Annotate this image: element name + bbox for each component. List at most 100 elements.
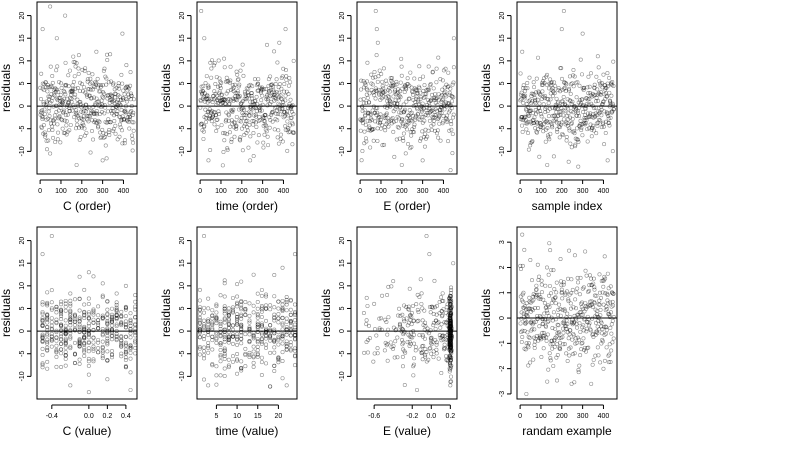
data-point <box>436 356 441 361</box>
data-point <box>229 118 234 123</box>
data-point <box>249 110 254 115</box>
data-point <box>375 40 380 45</box>
data-point <box>102 66 107 71</box>
data-point <box>595 324 600 329</box>
data-point <box>201 136 206 141</box>
data-point <box>440 299 445 304</box>
data-point <box>446 110 451 115</box>
data-point <box>45 328 50 333</box>
data-point <box>222 307 227 312</box>
data-point <box>86 356 91 361</box>
data-point <box>572 351 577 356</box>
data-point <box>288 97 293 102</box>
data-point <box>404 87 409 92</box>
data-point <box>259 360 264 365</box>
data-point <box>593 353 598 358</box>
data-point <box>49 98 54 103</box>
data-point <box>208 148 213 153</box>
data-point <box>406 142 411 147</box>
data-point <box>123 334 128 339</box>
y-tick-label: 20 <box>19 12 26 20</box>
data-point <box>604 325 609 330</box>
data-point <box>68 328 73 333</box>
data-point <box>449 94 454 99</box>
data-point <box>202 349 207 354</box>
data-point <box>392 101 397 106</box>
data-point <box>415 107 420 112</box>
data-point <box>365 60 370 65</box>
data-point <box>272 363 277 368</box>
data-point <box>522 94 527 99</box>
data-point <box>280 376 285 381</box>
data-point <box>258 90 263 95</box>
data-point <box>367 124 372 129</box>
data-point <box>217 76 222 81</box>
data-point <box>594 95 599 100</box>
data-point <box>284 297 289 302</box>
data-point <box>279 96 284 101</box>
data-point <box>562 86 567 91</box>
data-point <box>68 122 73 127</box>
data-point <box>404 316 409 321</box>
data-point <box>447 340 452 345</box>
data-point <box>82 312 87 317</box>
data-point <box>276 299 281 304</box>
data-point <box>39 71 44 76</box>
data-point <box>364 100 369 105</box>
data-point <box>206 109 211 114</box>
data-point <box>555 322 560 327</box>
data-point <box>248 82 253 87</box>
data-point <box>75 122 80 127</box>
data-point <box>609 322 614 327</box>
data-point <box>230 323 235 328</box>
data-point <box>244 119 249 124</box>
data-point <box>235 312 240 317</box>
data-point <box>216 58 221 63</box>
data-point <box>578 353 583 358</box>
data-point <box>398 95 403 100</box>
data-point <box>120 141 125 146</box>
data-point <box>105 316 110 321</box>
y-tick-label: -10 <box>179 371 186 381</box>
data-point <box>448 331 453 336</box>
data-point <box>545 120 550 125</box>
data-point <box>90 109 95 114</box>
data-point <box>292 363 297 368</box>
data-point <box>579 125 584 130</box>
data-point <box>76 71 81 76</box>
data-point <box>91 307 96 312</box>
data-point <box>227 80 232 85</box>
data-point <box>559 287 564 292</box>
data-point <box>547 305 552 310</box>
data-point <box>595 87 600 92</box>
data-point <box>72 313 77 318</box>
data-point <box>290 142 295 147</box>
data-point <box>447 128 452 133</box>
data-point <box>288 343 293 348</box>
x-tick-label: 0.0 <box>84 413 94 420</box>
data-point <box>584 116 589 121</box>
data-point <box>72 95 77 100</box>
data-point <box>580 325 585 330</box>
data-point <box>284 295 289 300</box>
data-point <box>276 141 281 146</box>
data-point <box>274 111 279 116</box>
data-point <box>449 324 454 329</box>
data-point <box>519 97 524 102</box>
data-point <box>114 312 119 317</box>
data-point <box>280 307 285 312</box>
data-point <box>93 118 98 123</box>
data-point <box>382 113 387 118</box>
data-point <box>119 342 124 347</box>
data-point <box>276 360 281 365</box>
data-point <box>606 121 611 126</box>
data-point <box>434 340 439 345</box>
data-point <box>547 86 552 91</box>
plot-frame <box>196 1 298 175</box>
data-point <box>62 108 67 113</box>
data-point <box>235 98 240 103</box>
data-point <box>414 113 419 118</box>
data-point <box>204 74 209 79</box>
data-point <box>529 91 534 96</box>
